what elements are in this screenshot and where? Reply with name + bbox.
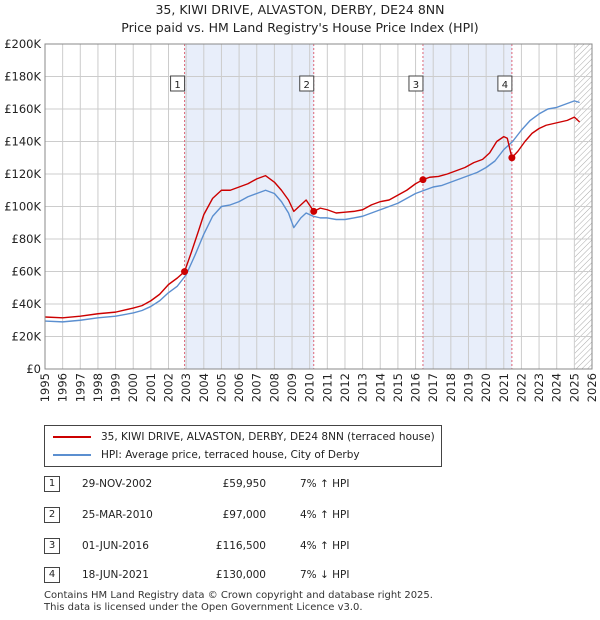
chart-subtitle: Price paid vs. HM Land Registry's House … [121,20,479,35]
x-tick-label: 2026 [585,373,599,402]
x-tick-label: 2015 [391,373,405,402]
x-tick-label: 2018 [444,373,458,402]
table-row: 2 25-MAR-2010 £97,000 4% ↑ HPI [0,507,600,525]
table-row: 4 18-JUN-2021 £130,000 7% ↓ HPI [0,567,600,585]
transaction-marker-box-2 [299,75,315,92]
row-price: £116,500 [215,540,266,552]
y-tick-label: £80K [12,232,42,246]
footer-copyright: Contains HM Land Registry data © Crown c… [44,590,433,601]
x-tick-label: 1997 [73,373,87,402]
x-tick-label: 2019 [461,373,475,402]
y-tick-label: £40K [12,297,42,311]
row-number-badge: 1 [44,476,60,492]
x-tick-label: 2009 [285,373,299,402]
row-number-badge: 3 [44,538,60,554]
x-tick-label: 2025 [567,373,581,402]
series-line-hpi [44,100,580,323]
row-date: 18-JUN-2021 [82,569,149,581]
transaction-marker-label-3: 3 [413,80,419,91]
legend-swatch-price [53,436,91,438]
sale-point-1 [181,268,189,276]
x-tick-label: 2000 [126,373,140,402]
sale-point-3 [419,176,427,184]
x-tick-label: 2006 [232,373,246,402]
transaction-marker-label-2: 2 [304,80,310,91]
row-hpi: 4% ↑ HPI [300,540,350,552]
x-tick-label: 2007 [250,373,264,402]
x-tick-label: 2008 [267,373,281,402]
row-number-badge: 2 [44,507,60,523]
legend-swatch-hpi [53,454,91,456]
x-tick-label: 1995 [38,373,52,402]
row-price: £59,950 [222,478,266,490]
y-tick-label: £0 [26,362,41,376]
y-tick-label: £100K [4,200,41,214]
x-tick-label: 1999 [109,373,123,402]
x-tick-label: 2021 [497,373,511,402]
price-chart: 1 2 3 4 £0 £20K £40K £60K £80K £100K £120K £140K £1… [4,37,599,402]
plot-frame [44,43,593,370]
y-tick-label: £160K [4,102,41,116]
row-date: 29-NOV-2002 [82,478,153,490]
row-date: 01-JUN-2016 [82,540,149,552]
table-row: 1 29-NOV-2002 £59,950 7% ↑ HPI [0,476,600,494]
x-tick-label: 2017 [426,373,440,402]
legend-label-hpi: HPI: Average price, terraced house, City… [101,449,360,461]
transaction-marker-box-4 [497,75,513,92]
x-tick-label: 2003 [179,373,193,402]
row-hpi: 7% ↑ HPI [300,478,350,490]
row-price: £97,000 [222,509,266,521]
y-tick-label: £140K [4,135,41,149]
transaction-marker-box-3 [408,75,424,92]
row-number-badge: 4 [44,567,60,583]
x-tick-label: 2012 [338,373,352,402]
x-tick-label: 2022 [514,373,528,402]
sale-point-4 [508,154,516,162]
row-hpi: 7% ↓ HPI [300,569,350,581]
row-hpi: 4% ↑ HPI [300,509,350,521]
series-line-price [44,116,581,319]
x-tick-label: 2016 [409,373,423,402]
y-tick-label: £120K [4,167,41,181]
x-tick-label: 2001 [144,373,158,402]
row-price: £130,000 [215,569,266,581]
x-tick-label: 2020 [479,373,493,402]
legend: 35, KIWI DRIVE, ALVASTON, DERBY, DE24 8N… [44,425,442,467]
x-tick-label: 1998 [91,373,105,402]
chart-title: 35, KIWI DRIVE, ALVASTON, DERBY, DE24 8N… [155,2,445,17]
transaction-marker-label-4: 4 [502,80,508,91]
y-tick-label: £60K [12,265,42,279]
transaction-marker-box-1 [170,75,186,92]
footer-license: This data is licensed under the Open Gov… [44,602,363,613]
legend-item-price: 35, KIWI DRIVE, ALVASTON, DERBY, DE24 8N… [53,429,435,445]
x-tick-label: 2004 [197,373,211,402]
row-date: 25-MAR-2010 [82,509,153,521]
x-tick-label: 2011 [320,373,334,402]
x-tick-label: 2023 [532,373,546,402]
transaction-marker-label-1: 1 [174,80,180,91]
x-tick-label: 2024 [550,373,564,402]
x-tick-label: 2002 [162,373,176,402]
y-tick-label: £180K [4,70,41,84]
x-tick-label: 2005 [214,373,228,402]
legend-item-hpi: HPI: Average price, terraced house, City… [53,447,360,463]
table-row: 3 01-JUN-2016 £116,500 4% ↑ HPI [0,538,600,556]
x-tick-label: 2013 [356,373,370,402]
x-tick-label: 1996 [56,373,70,402]
sale-point-2 [310,207,318,215]
y-tick-label: £200K [4,37,41,51]
y-tick-label: £20K [12,330,42,344]
legend-label-price: 35, KIWI DRIVE, ALVASTON, DERBY, DE24 8N… [101,431,435,443]
x-tick-label: 2010 [303,373,317,402]
x-tick-label: 2014 [373,373,387,402]
